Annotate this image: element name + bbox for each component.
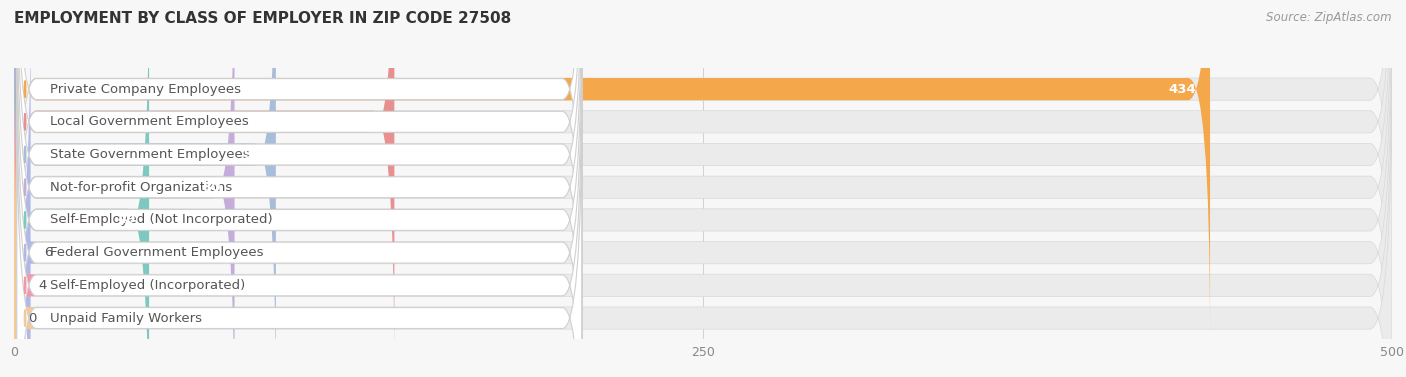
FancyBboxPatch shape [3, 35, 37, 377]
Circle shape [24, 113, 25, 130]
FancyBboxPatch shape [8, 2, 37, 377]
FancyBboxPatch shape [17, 0, 582, 340]
FancyBboxPatch shape [14, 0, 276, 377]
FancyBboxPatch shape [14, 0, 1392, 377]
Circle shape [24, 146, 25, 163]
FancyBboxPatch shape [17, 0, 582, 373]
FancyBboxPatch shape [17, 67, 582, 377]
FancyBboxPatch shape [14, 0, 149, 377]
Text: 434: 434 [1168, 83, 1197, 96]
Circle shape [24, 277, 25, 294]
FancyBboxPatch shape [17, 2, 582, 377]
FancyBboxPatch shape [14, 0, 235, 377]
Circle shape [24, 244, 25, 261]
Text: Federal Government Employees: Federal Government Employees [49, 246, 263, 259]
Text: Not-for-profit Organizations: Not-for-profit Organizations [49, 181, 232, 194]
FancyBboxPatch shape [17, 0, 582, 377]
FancyBboxPatch shape [14, 0, 1211, 340]
FancyBboxPatch shape [14, 0, 394, 372]
Text: Local Government Employees: Local Government Employees [49, 115, 249, 128]
Text: 80: 80 [202, 181, 221, 194]
Text: State Government Employees: State Government Employees [49, 148, 249, 161]
Circle shape [24, 211, 25, 228]
Text: Self-Employed (Incorporated): Self-Employed (Incorporated) [49, 279, 245, 292]
FancyBboxPatch shape [14, 0, 1392, 377]
Text: Unpaid Family Workers: Unpaid Family Workers [49, 311, 202, 325]
Circle shape [24, 310, 25, 326]
Text: 0: 0 [28, 311, 37, 325]
Text: 49: 49 [117, 213, 135, 227]
Text: 95: 95 [243, 148, 262, 161]
FancyBboxPatch shape [0, 67, 37, 377]
FancyBboxPatch shape [17, 100, 582, 377]
FancyBboxPatch shape [17, 34, 582, 377]
FancyBboxPatch shape [14, 0, 1392, 377]
Text: Self-Employed (Not Incorporated): Self-Employed (Not Incorporated) [49, 213, 273, 227]
FancyBboxPatch shape [14, 35, 1392, 377]
Text: 138: 138 [353, 115, 381, 128]
FancyBboxPatch shape [14, 2, 1392, 377]
FancyBboxPatch shape [17, 0, 582, 308]
Circle shape [24, 179, 25, 196]
Text: Private Company Employees: Private Company Employees [49, 83, 240, 96]
Text: 4: 4 [39, 279, 48, 292]
FancyBboxPatch shape [14, 0, 1392, 340]
Text: Source: ZipAtlas.com: Source: ZipAtlas.com [1267, 11, 1392, 24]
FancyBboxPatch shape [14, 0, 1392, 372]
Text: 6: 6 [45, 246, 53, 259]
Circle shape [24, 81, 25, 98]
FancyBboxPatch shape [14, 67, 1392, 377]
Text: EMPLOYMENT BY CLASS OF EMPLOYER IN ZIP CODE 27508: EMPLOYMENT BY CLASS OF EMPLOYER IN ZIP C… [14, 11, 512, 26]
